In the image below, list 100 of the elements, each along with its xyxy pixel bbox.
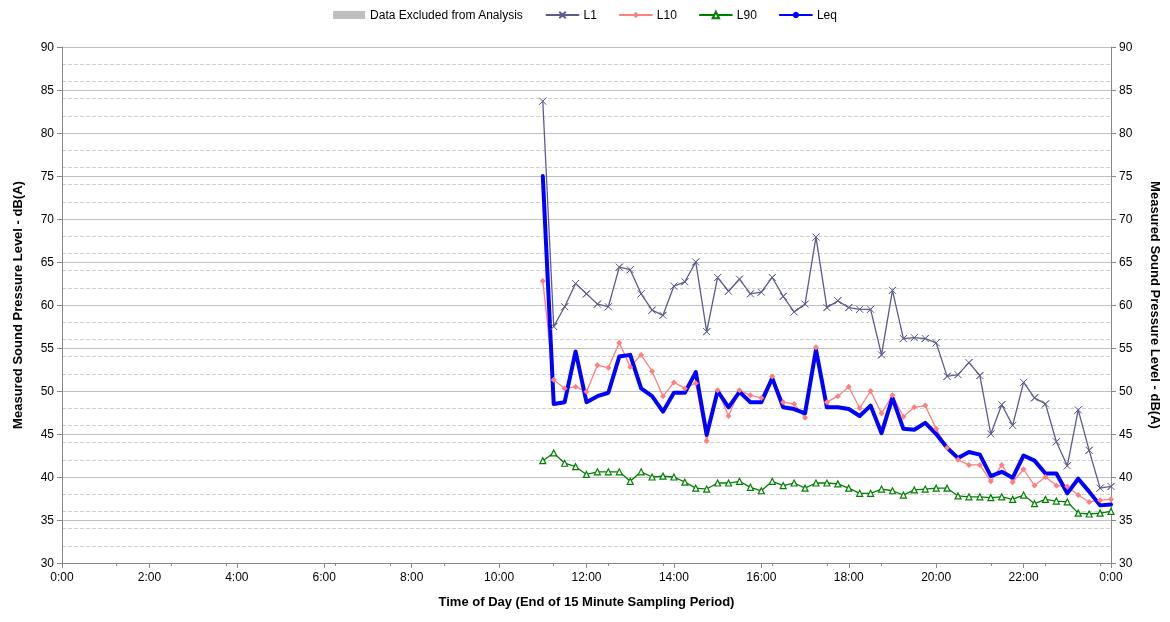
- y-tick-label: 60: [40, 298, 55, 312]
- x-axis-title: Time of Day (End of 15 Minute Sampling Period): [438, 594, 735, 609]
- point: [933, 425, 940, 432]
- point: [670, 473, 678, 481]
- point: [1019, 491, 1028, 499]
- point: [964, 358, 973, 367]
- point: [834, 393, 841, 400]
- point: [997, 400, 1006, 409]
- point: [900, 413, 907, 420]
- point: [833, 296, 842, 305]
- point: [822, 303, 831, 312]
- point: [593, 468, 602, 476]
- legend-label: L10: [656, 8, 678, 22]
- point: [1009, 479, 1016, 486]
- point: [735, 275, 744, 284]
- point: [615, 468, 623, 476]
- y2-tick-label: 55: [1119, 341, 1133, 355]
- point: [724, 479, 733, 487]
- point: [669, 282, 678, 291]
- point: [571, 279, 580, 288]
- point: [691, 258, 700, 266]
- point: [812, 344, 819, 351]
- legend-label: Leq: [816, 8, 837, 22]
- point: [659, 393, 666, 400]
- y-tick-label: 80: [40, 126, 55, 140]
- y2-tick-label: 30: [1119, 556, 1133, 570]
- point: [779, 482, 787, 490]
- y-axis-title: Measured Sound Pressure Level - dB(A): [10, 181, 25, 429]
- point: [1041, 495, 1050, 503]
- y2-tick-label: 40: [1119, 470, 1133, 484]
- point: [910, 486, 918, 494]
- point: [899, 334, 908, 343]
- point: [627, 363, 634, 370]
- point: [681, 385, 688, 392]
- point: [965, 493, 973, 501]
- point: [626, 265, 635, 274]
- point: [845, 484, 853, 492]
- point: [790, 307, 799, 316]
- point: [943, 484, 951, 492]
- point: [768, 477, 776, 485]
- point: [538, 97, 547, 106]
- point: [1107, 482, 1115, 491]
- point: [943, 372, 952, 381]
- point: [593, 300, 602, 309]
- x-tick-label: 14:00: [658, 570, 690, 584]
- point: [802, 414, 809, 421]
- point: [955, 456, 962, 463]
- point: [811, 233, 820, 242]
- point: [1085, 446, 1094, 455]
- point: [769, 373, 776, 380]
- point: [1108, 496, 1114, 503]
- point: [998, 493, 1006, 501]
- point: [921, 485, 929, 493]
- point: [658, 311, 667, 320]
- point: [648, 473, 656, 481]
- y-tick-label: 85: [40, 83, 55, 97]
- point: [1030, 393, 1039, 402]
- point: [932, 338, 941, 347]
- point: [758, 394, 765, 401]
- point: [965, 461, 972, 468]
- point: [550, 376, 557, 383]
- point: [757, 288, 766, 297]
- point: [725, 412, 732, 419]
- point: [582, 470, 591, 479]
- point: [899, 491, 907, 499]
- point: [944, 444, 951, 451]
- point: [747, 392, 754, 399]
- point: [648, 306, 657, 315]
- point: [746, 483, 755, 491]
- point: [812, 479, 820, 487]
- point: [801, 484, 809, 492]
- y2-tick-label: 85: [1119, 83, 1133, 97]
- legend-label: L1: [583, 8, 598, 22]
- point: [1008, 421, 1017, 430]
- point: [604, 468, 612, 476]
- y-tick-label: 90: [40, 40, 55, 54]
- point: [638, 351, 645, 358]
- point: [571, 463, 580, 471]
- y-tick-label: 55: [40, 341, 55, 355]
- point: [976, 493, 984, 501]
- point: [1086, 498, 1093, 505]
- y2-tick-label: 80: [1119, 126, 1133, 140]
- point: [757, 487, 765, 495]
- point: [659, 472, 667, 480]
- point: [702, 327, 711, 336]
- point: [1031, 482, 1038, 489]
- point: [856, 489, 864, 497]
- y2-tick-label: 70: [1119, 212, 1133, 226]
- point: [583, 388, 590, 395]
- point: [975, 371, 984, 380]
- y2-tick-label: 90: [1119, 40, 1133, 54]
- point: [560, 302, 569, 311]
- point: [976, 461, 983, 468]
- point: [1096, 509, 1104, 517]
- point: [1052, 497, 1060, 505]
- point: [1052, 437, 1061, 446]
- x-tick-label: 0:00: [50, 570, 74, 584]
- point: [1030, 500, 1039, 508]
- x-tick-label: 6:00: [312, 570, 337, 584]
- y2-tick-label: 35: [1119, 513, 1133, 527]
